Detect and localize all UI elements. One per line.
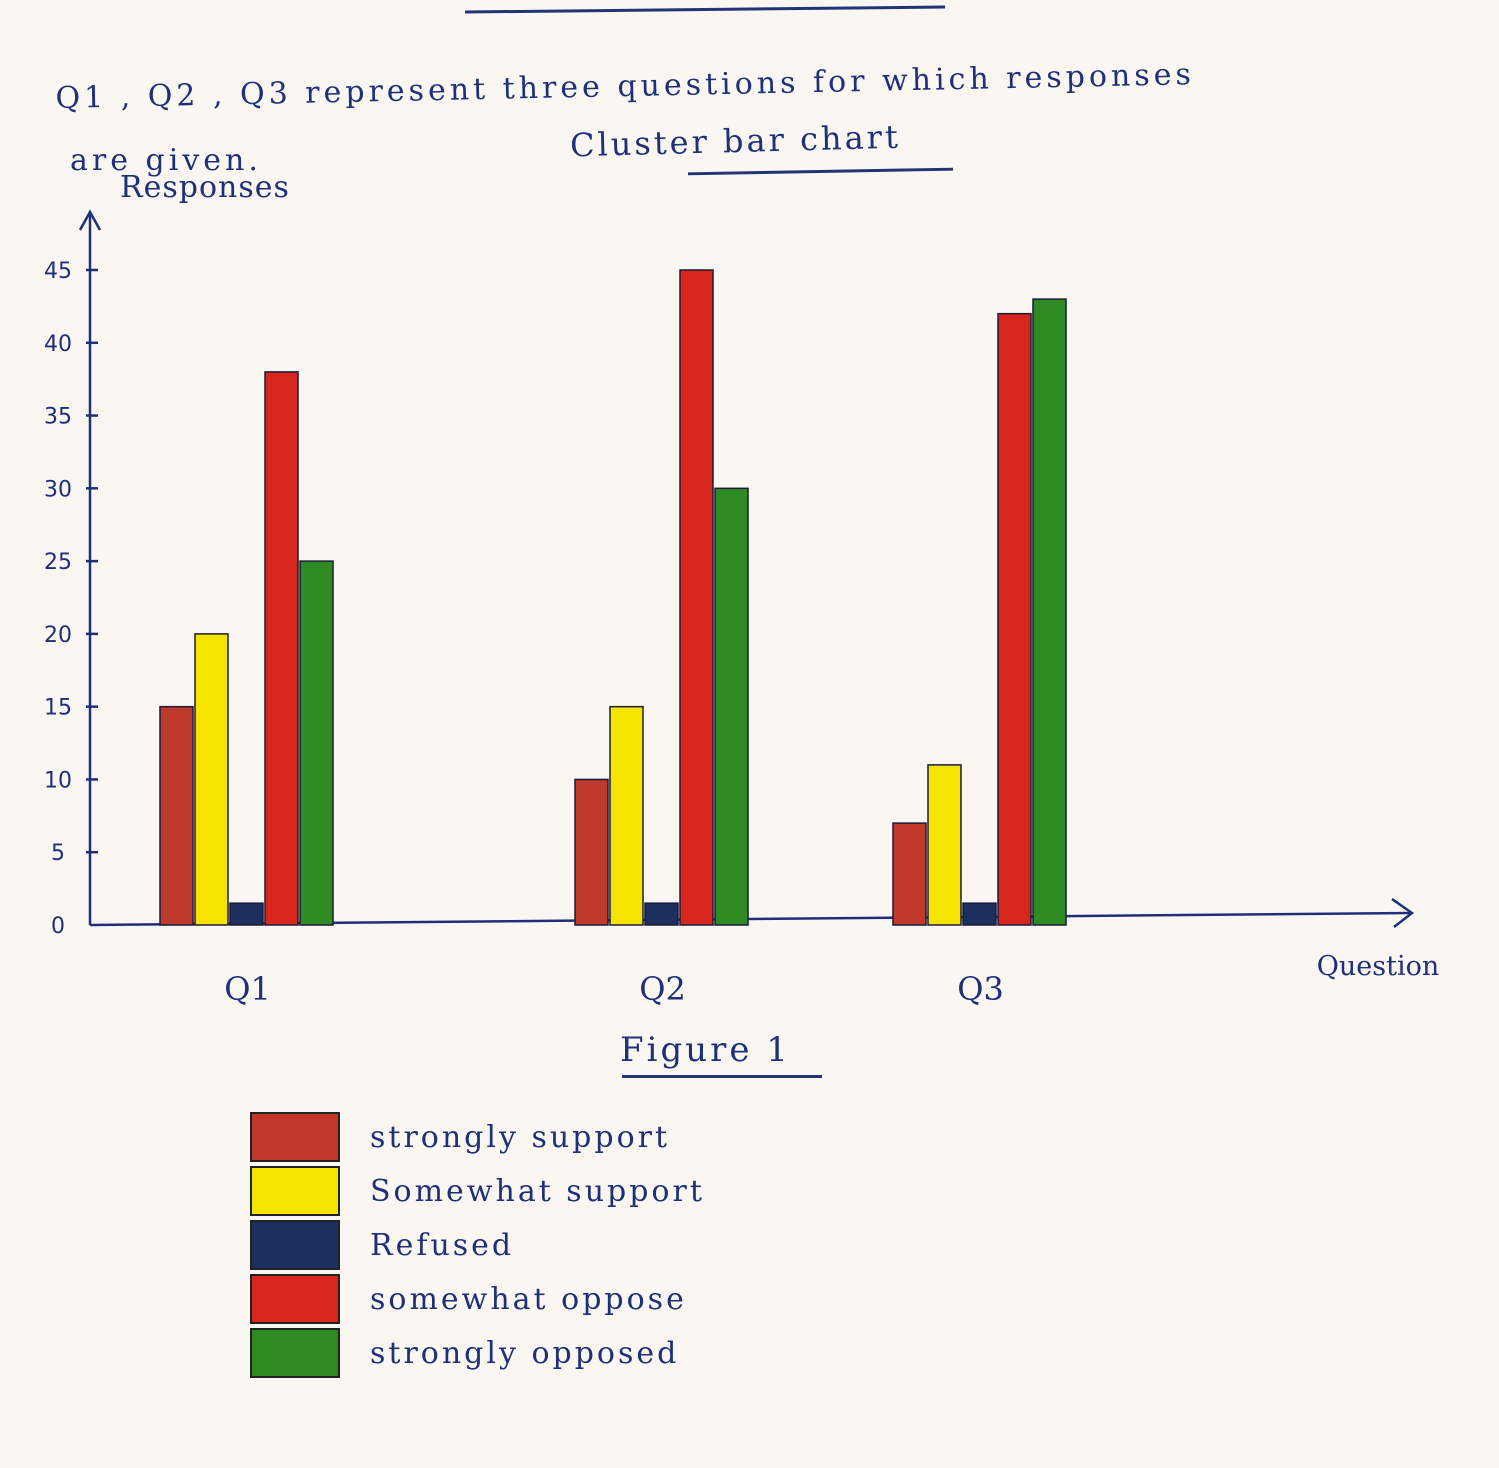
bar [997,312,1032,926]
legend-swatch [250,1328,340,1378]
intro-text: Q1 , Q2 , Q3 represent three questions f… [55,20,1475,192]
y-tick-label: 45 [44,259,72,284]
bar [264,371,299,926]
y-tick-label: 20 [44,623,72,648]
y-tick-label: 35 [44,405,72,430]
bar [962,902,997,926]
bar [159,705,194,926]
y-tick-label: 10 [44,768,72,793]
bar [229,902,264,926]
y-tick-label: 25 [44,550,72,575]
x-tick-label: Q2 [639,970,686,1008]
legend-item: somewhat oppose [250,1272,705,1326]
figure-underline [622,1075,822,1078]
y-tick-label: 0 [51,914,65,939]
bar [892,822,927,926]
y-axis-arrow [78,209,102,231]
bar [609,705,644,926]
y-tick-label: 15 [44,696,72,721]
bar [1032,298,1067,926]
legend-label: strongly support [370,1119,671,1155]
bar [299,560,334,926]
legend-label: Somewhat support [370,1173,705,1209]
legend-label: somewhat oppose [370,1281,687,1317]
bar-chart: 0 5 10 15 20 25 30 35 40 45 Q1 Q2 Q3 Question [44,209,1440,1008]
y-tick-label: 30 [44,477,72,502]
legend-swatch [250,1220,340,1270]
bar [714,487,749,926]
y-axis-label: Responses [120,170,290,205]
legend-item: strongly support [250,1110,705,1164]
chart-legend: strongly support Somewhat support Refused s… [250,1110,705,1380]
bar [927,764,962,926]
legend-item: Somewhat support [250,1164,705,1218]
x-tick-label: Q3 [957,970,1004,1008]
legend-item: Refused [250,1218,705,1272]
legend-item: strongly opposed [250,1326,705,1380]
bar [194,633,229,926]
x-axis-label: Question [1317,951,1440,982]
bar [574,778,609,926]
bar [679,269,714,926]
y-tick-label: 5 [51,841,65,866]
legend-swatch [250,1166,340,1216]
y-tick-label: 40 [44,332,72,357]
legend-swatch [250,1274,340,1324]
x-axis-arrow [1391,897,1415,928]
bar [644,902,679,926]
intro-line-2: are given. [70,143,262,178]
legend-swatch [250,1112,340,1162]
legend-label: strongly opposed [370,1335,680,1371]
legend-label: Refused [370,1227,515,1263]
x-tick-label: Q1 [224,970,271,1008]
figure-caption: Figure 1 [620,1030,791,1070]
